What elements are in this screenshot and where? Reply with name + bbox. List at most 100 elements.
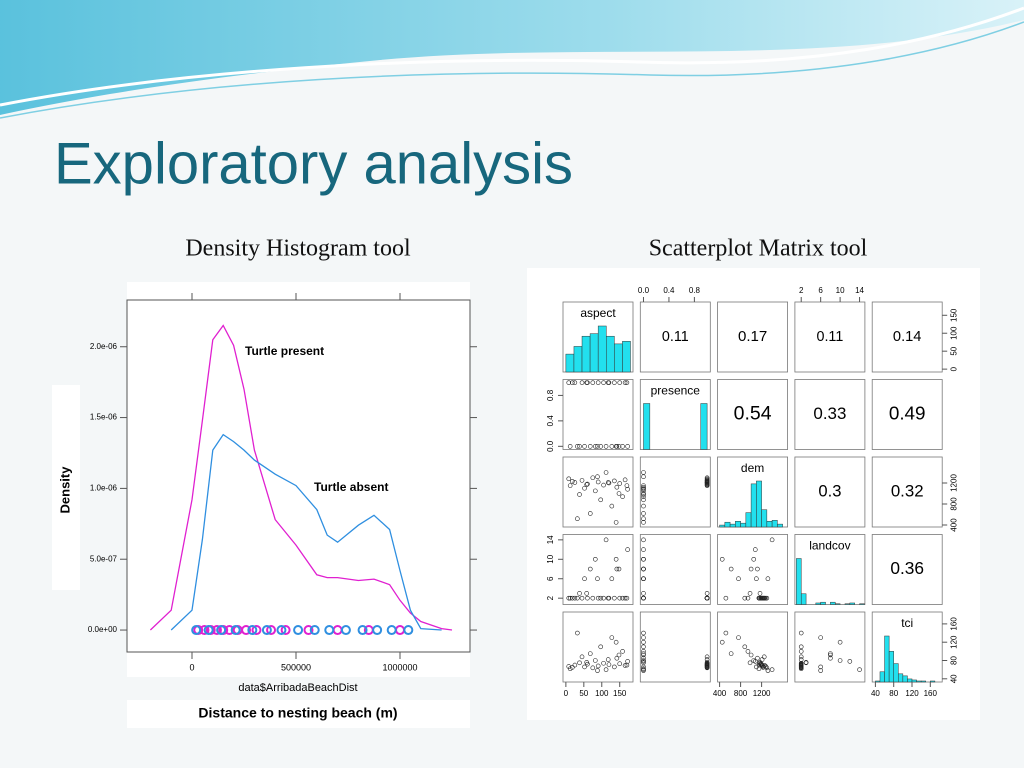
- variable-name: landcov: [809, 539, 850, 553]
- y-tick-label: 40: [949, 674, 958, 683]
- scatter-point: [641, 668, 646, 673]
- scatter-point: [613, 520, 619, 525]
- scatter-point: [567, 595, 573, 601]
- scatter-point: [613, 639, 619, 645]
- scatter-point: [577, 591, 582, 596]
- scatter-point: [769, 667, 775, 672]
- scatter-point: [579, 478, 585, 483]
- scatter-point: [622, 595, 628, 601]
- scatter-point: [575, 516, 580, 522]
- y-tick-label: 120: [949, 635, 958, 649]
- correlation-label: 0.32: [891, 481, 924, 500]
- scatter-point: [598, 444, 603, 449]
- scatter-point: [575, 630, 580, 636]
- scatter-point: [818, 664, 823, 670]
- scatter-point: [754, 576, 759, 582]
- histogram-bar: [907, 678, 913, 683]
- histogram-bar: [606, 335, 615, 373]
- scatter-point: [763, 664, 769, 669]
- x-tick-label: 1200: [753, 689, 771, 698]
- scatter-point: [620, 494, 625, 499]
- scatter-point: [585, 481, 590, 487]
- scatter-point: [641, 537, 646, 543]
- scatter-point: [598, 595, 603, 601]
- rug-point: [340, 625, 351, 636]
- panel-frame: [871, 379, 943, 450]
- histogram-bar: [745, 512, 752, 528]
- y-tick-label: 10: [546, 554, 555, 563]
- scatter-point: [742, 644, 748, 650]
- y-tick-label: 80: [949, 656, 958, 665]
- scatter-point: [566, 595, 572, 601]
- scatter-point: [566, 664, 572, 669]
- scatter-point: [566, 380, 572, 385]
- scatter-point: [566, 476, 572, 482]
- panel-frame: [794, 611, 866, 683]
- histogram-bar: [597, 325, 607, 373]
- panel-frame: [717, 611, 788, 683]
- rug-point: [357, 625, 368, 636]
- y-tick-label: 150: [949, 308, 958, 322]
- scatter-point: [620, 444, 625, 449]
- wave-line: [0, 6, 1024, 107]
- density-line: [149, 324, 453, 631]
- scatter-point: [612, 664, 617, 670]
- scatter-point: [625, 547, 630, 552]
- x-axis-label: data$ArribadaBeachDist: [238, 682, 357, 694]
- histogram-bar: [766, 521, 773, 528]
- y-tick-label: 6: [546, 576, 555, 581]
- scatter-point: [728, 651, 734, 656]
- rug-point: [261, 625, 272, 636]
- scatter-point: [757, 591, 763, 596]
- scatter-point: [641, 644, 646, 650]
- scatter-point: [609, 635, 615, 640]
- chart-title: Scatterplot Matrix tool: [649, 236, 868, 262]
- scatter-point: [575, 595, 580, 601]
- scatter-point: [641, 547, 646, 552]
- scatter-point: [641, 652, 646, 658]
- scatter-point: [609, 576, 615, 582]
- scatter-point: [593, 488, 598, 494]
- scatter-point: [617, 380, 623, 385]
- scatter-point: [616, 652, 622, 658]
- histogram-bar: [820, 601, 826, 605]
- scatter-point: [575, 444, 580, 449]
- scatter-point: [641, 516, 646, 522]
- scatter-point: [798, 664, 804, 669]
- histogram-bar: [800, 593, 807, 605]
- scatter-point: [584, 660, 589, 665]
- series-label: Turtle absent: [314, 480, 388, 494]
- scatter-point: [572, 595, 578, 601]
- y-tick-label: 400: [949, 518, 958, 532]
- correlation-label: 0.3: [818, 481, 841, 500]
- scatter-point: [798, 644, 804, 650]
- scatter-point: [598, 644, 603, 650]
- scatter-point: [595, 595, 601, 601]
- scatter-point: [837, 658, 843, 663]
- histogram-bar: [849, 602, 855, 605]
- scatter-point: [587, 566, 593, 572]
- caption: Distance to nesting beach (m): [198, 705, 397, 721]
- y-tick-label: 160: [949, 617, 958, 631]
- histogram-bar: [740, 522, 747, 528]
- scatter-point: [748, 566, 754, 572]
- histogram-bar: [930, 680, 936, 683]
- scatter-point: [761, 664, 767, 670]
- panel-frame: [562, 611, 634, 683]
- correlation-label: 0.11: [662, 329, 689, 345]
- scatter-point: [616, 491, 622, 496]
- panel-frame: [871, 301, 943, 373]
- x-tick-label: 100: [595, 689, 609, 698]
- panel-frame: [639, 301, 711, 373]
- y-tick-label: 1.5e-06: [90, 413, 118, 422]
- scatter-point: [641, 556, 646, 562]
- scatter-point: [818, 668, 823, 673]
- caption-background: [127, 700, 470, 728]
- scatter-point: [603, 444, 609, 449]
- scatter-point: [641, 484, 646, 490]
- histogram-bar: [700, 403, 708, 450]
- scatter-point: [577, 492, 582, 497]
- correlation-label: 0.17: [738, 328, 767, 345]
- rug-point: [309, 625, 320, 636]
